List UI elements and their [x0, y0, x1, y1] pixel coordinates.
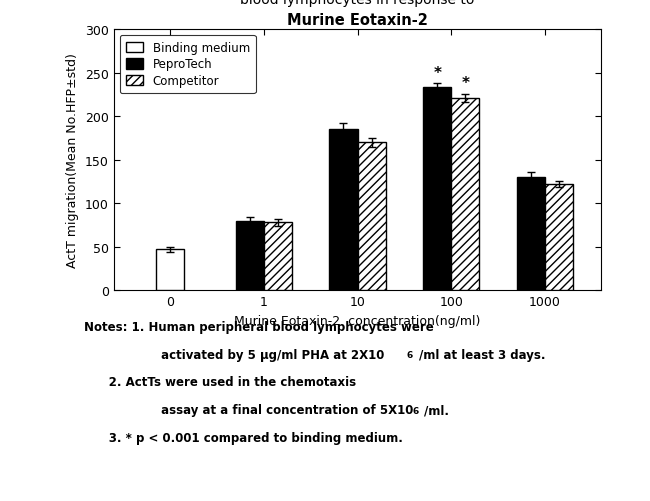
Legend: Binding medium, PeproTech, Competitor: Binding medium, PeproTech, Competitor — [120, 36, 256, 94]
Text: activated by 5 μg/ml PHA at 2X10: activated by 5 μg/ml PHA at 2X10 — [124, 348, 384, 361]
Text: *: * — [462, 76, 469, 91]
Text: assay at a final concentration of 5X10: assay at a final concentration of 5X10 — [124, 403, 421, 416]
X-axis label: Murine Eotaxin-2  concentration(ng/ml): Murine Eotaxin-2 concentration(ng/ml) — [234, 314, 481, 327]
Bar — [517, 178, 545, 291]
Y-axis label: ActT migration(Mean No.HFP±std): ActT migration(Mean No.HFP±std) — [66, 53, 79, 268]
Bar — [358, 143, 385, 291]
Text: 6: 6 — [406, 351, 413, 360]
Text: /ml at least 3 days.: /ml at least 3 days. — [419, 348, 546, 361]
Bar — [330, 130, 358, 291]
Text: 6: 6 — [413, 406, 419, 415]
Bar — [451, 99, 480, 291]
Bar — [423, 88, 451, 291]
Bar — [545, 185, 573, 291]
Text: 2. ActTs were used in the chemotaxis: 2. ActTs were used in the chemotaxis — [84, 376, 357, 389]
Bar — [235, 221, 264, 291]
Text: Notes: 1. Human peripheral blood lymphocytes were: Notes: 1. Human peripheral blood lymphoc… — [84, 321, 434, 334]
Text: blood lymphocytes in response to: blood lymphocytes in response to — [240, 0, 474, 7]
Bar — [156, 250, 184, 291]
Text: *: * — [433, 66, 441, 81]
Text: Murine Eotaxin-2: Murine Eotaxin-2 — [287, 13, 428, 28]
Text: 3. * p < 0.001 compared to binding medium.: 3. * p < 0.001 compared to binding mediu… — [84, 431, 404, 444]
Text: /ml.: /ml. — [424, 403, 449, 416]
Bar — [264, 223, 292, 291]
